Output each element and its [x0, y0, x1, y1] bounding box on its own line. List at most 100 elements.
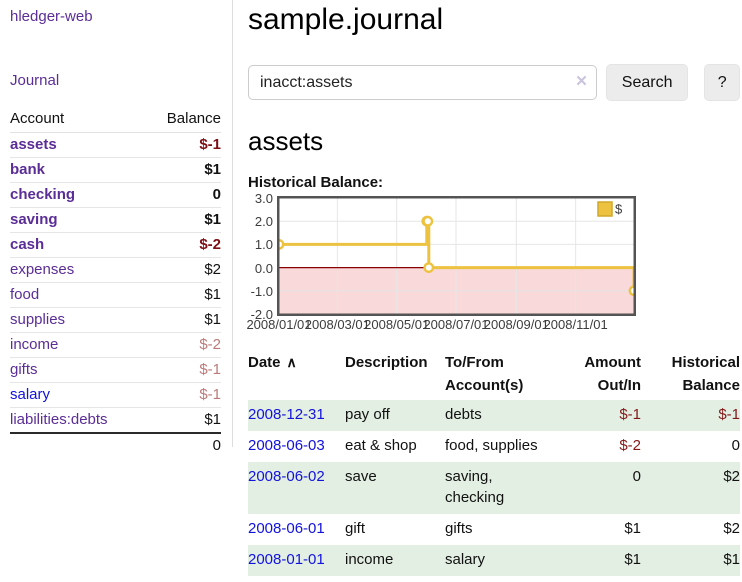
x-axis-tick-label: 2008/09/01 [483, 317, 549, 332]
sidebar-account-row: salary $-1 [10, 382, 221, 408]
search-input[interactable] [248, 65, 597, 100]
y-axis-tick-label: 0.0 [254, 260, 273, 276]
y-axis-tick-label: 1.0 [254, 237, 273, 253]
register-row: 2008-06-03 eat & shop food, supplies $-2 0 [248, 431, 740, 462]
x-axis-tick-label: 2008/05/01 [364, 317, 430, 332]
search-button[interactable]: Search [605, 64, 689, 101]
transaction-accounts: debts [445, 400, 545, 431]
y-axis-tick-label: 2.0 [254, 214, 273, 230]
search-form: ✕ Search ? [248, 64, 740, 101]
sidebar-account-link-food[interactable]: food [10, 286, 40, 303]
sidebar-account-link-supplies[interactable]: supplies [10, 311, 66, 328]
register-row: 2008-12-31 pay off debts $-1 $-1 [248, 400, 740, 431]
transaction-date-link[interactable]: 2008-12-31 [248, 406, 325, 423]
sidebar-accounts-body: assets $-1 bank $1 checking 0 saving $1 cash $-2 e… [10, 132, 221, 434]
sidebar-total-row: 0 [10, 432, 221, 458]
transaction-date-link[interactable]: 2008-06-01 [248, 520, 325, 537]
sidebar-account-header: Account [10, 108, 146, 133]
register-row: 2008-06-02 save saving, checking 0 $2 [248, 461, 740, 514]
transaction-date-link[interactable]: 2008-06-02 [248, 467, 325, 485]
sidebar-account-row: gifts $-1 [10, 357, 221, 383]
register-row: 2008-06-01 gift gifts $1 $2 [248, 514, 740, 545]
transaction-accounts: food, supplies [445, 436, 538, 454]
account-balance: $-2 [145, 332, 221, 358]
app-title-link[interactable]: hledger-web [10, 8, 93, 25]
sidebar-account-row: saving $1 [10, 207, 221, 233]
plot-border [277, 196, 636, 316]
sidebar-account-row: checking 0 [10, 182, 221, 208]
sidebar: hledger-web Journal Account Balance asse… [0, 0, 233, 458]
transaction-accounts: salary [445, 544, 545, 576]
transaction-date-link[interactable]: 2008-01-01 [248, 550, 325, 568]
x-axis-tick-label: 2008/01/01 [246, 317, 312, 332]
transaction-balance: $2 [641, 461, 740, 514]
historical-balance-chart: $ 3.0 2.0 1.0 0.0 -1.0 -2.0 2008/01/01 2008/03/… [246, 191, 740, 338]
transaction-balance: 0 [731, 436, 740, 454]
data-point-marker [423, 262, 435, 274]
sidebar-total-balance: 0 [145, 432, 221, 458]
sidebar-account-link-liabilities-debts[interactable]: liabilities:debts [10, 411, 108, 428]
register-table: Date ∧ Description To/From Account(s) Amo… [248, 350, 740, 576]
transaction-date-link[interactable]: 2008-06-03 [248, 436, 325, 454]
page-title: sample.journal [248, 3, 444, 36]
y-axis-tick-label: -2.0 [250, 307, 273, 322]
account-balance: $1 [145, 157, 221, 183]
sidebar-account-row: liabilities:debts $1 [10, 407, 221, 434]
transaction-amount: $-2 [619, 436, 641, 454]
sidebar-account-link-assets[interactable]: assets [10, 136, 57, 153]
clear-search-icon[interactable]: ✕ [575, 73, 588, 90]
transaction-description: pay off [345, 400, 445, 431]
register-body: 2008-12-31 pay off debts $-1 $-1 2008-06-03 ea… [248, 400, 740, 576]
column-header-date[interactable]: Date ∧ [248, 354, 297, 371]
transaction-amount: $1 [624, 520, 641, 537]
sidebar-account-row: assets $-1 [10, 132, 221, 158]
legend-swatch [597, 201, 613, 217]
sidebar-account-row: expenses $2 [10, 257, 221, 283]
x-axis-tick-label: 2008/03/01 [304, 317, 370, 332]
account-balance: $-1 [145, 132, 221, 158]
legend-label: $ [615, 202, 623, 217]
sidebar-account-link-cash[interactable]: cash [10, 236, 45, 253]
transaction-amount: 0 [545, 461, 641, 514]
main-content: sample.journal ✕ Search ? assets Histori… [246, 0, 740, 576]
register-header-row: Date ∧ Description To/From Account(s) Amo… [248, 350, 740, 400]
x-axis-tick-label: 2008/07/01 [423, 317, 489, 332]
register-row: 2008-01-01 income salary $1 $1 [248, 544, 740, 576]
sidebar-account-link-salary[interactable]: salary [10, 386, 51, 403]
transaction-description: save [345, 461, 445, 514]
account-balance: $1 [145, 307, 221, 333]
account-balance: 0 [145, 182, 221, 208]
sidebar-account-row: bank $1 [10, 157, 221, 183]
column-header-accounts: To/From Account(s) [445, 354, 524, 394]
sidebar-accounts-table: Account Balance assets $-1 bank $1 checking 0… [10, 108, 221, 458]
help-button[interactable]: ? [704, 64, 740, 101]
sidebar-balance-header: Balance [145, 108, 221, 133]
account-balance: $1 [145, 407, 221, 434]
chart-plot-area: $ [277, 196, 636, 316]
sidebar-item-journal[interactable]: Journal [10, 72, 60, 89]
account-balance: $1 [145, 207, 221, 233]
column-header-amount: Amount Out/In [584, 354, 641, 394]
account-balance: $1 [145, 282, 221, 308]
x-axis-tick-label: 2008/11/01 [543, 317, 608, 332]
sidebar-account-link-expenses[interactable]: expenses [10, 261, 75, 278]
sidebar-account-link-saving[interactable]: saving [10, 211, 58, 228]
account-balance: $-1 [145, 357, 221, 383]
transaction-balance: $1 [641, 544, 740, 576]
account-balance: $-1 [145, 382, 221, 408]
chart-title: Historical Balance: [248, 174, 384, 191]
column-header-description: Description [345, 354, 428, 371]
transaction-balance: $2 [723, 520, 740, 537]
transaction-description: income [345, 544, 445, 576]
transaction-description: eat & shop [345, 436, 417, 454]
sidebar-account-row: cash $-2 [10, 232, 221, 258]
sidebar-account-link-checking[interactable]: checking [10, 186, 76, 203]
sidebar-account-link-bank[interactable]: bank [10, 161, 46, 178]
y-axis-tick-label: -1.0 [250, 283, 273, 299]
sort-asc-icon: ∧ [286, 354, 297, 370]
column-header-balance: Historical Balance [671, 354, 740, 394]
sidebar-account-link-income[interactable]: income [10, 336, 59, 353]
sidebar-account-row: food $1 [10, 282, 221, 308]
sidebar-account-link-gifts[interactable]: gifts [10, 361, 38, 378]
account-balance: $2 [145, 257, 221, 283]
